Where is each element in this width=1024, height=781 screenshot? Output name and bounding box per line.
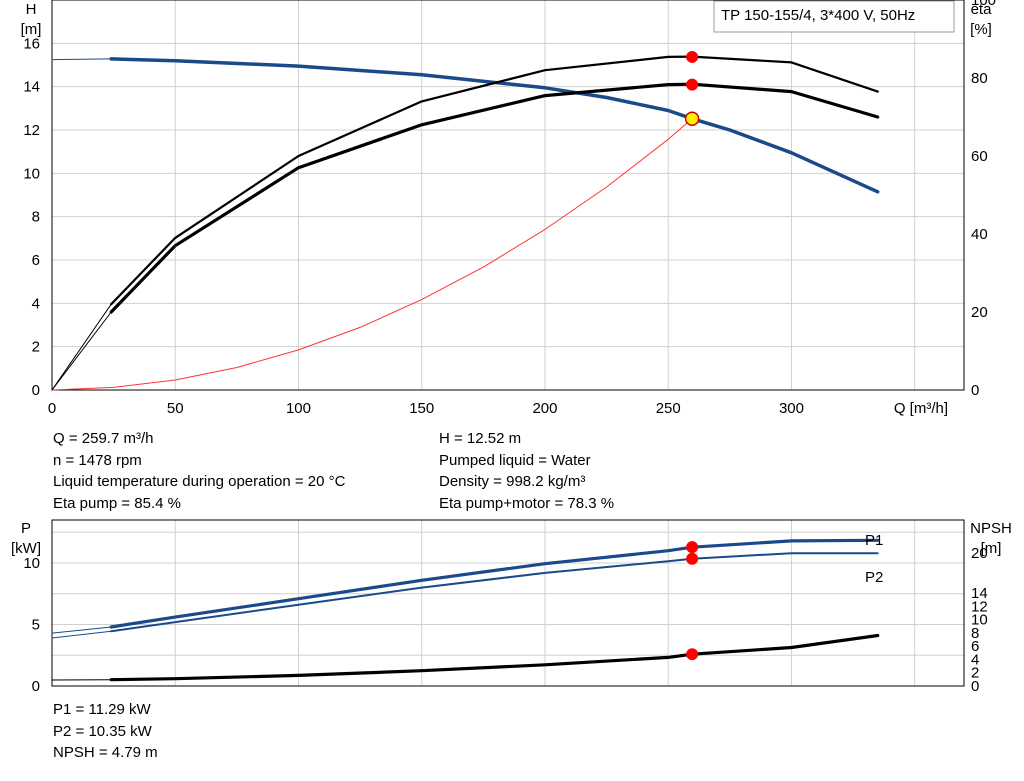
npsh-value: NPSH = 4.79 m — [53, 744, 158, 761]
duty-point-top-2 — [686, 78, 699, 91]
head-curve-extension — [51, 58, 112, 61]
y2-tick-label-npsh: 10 — [971, 612, 988, 629]
y2-axis-unit-eta: [%] — [970, 21, 992, 38]
x-tick-label: 0 — [48, 400, 56, 417]
duty-point-top-1 — [686, 50, 699, 63]
duty-point-bottom-2 — [686, 648, 699, 661]
p1-value: P1 = 11.29 kW — [53, 701, 151, 718]
y-tick-label: 12 — [23, 122, 40, 139]
y-axis-unit-power: [kW] — [11, 540, 41, 557]
y-axis-label-head: H — [26, 1, 37, 18]
density-value: Density = 998.2 kg/m³ — [439, 473, 586, 490]
p2-curve-extension — [51, 630, 112, 639]
eta-total-curve-extension — [51, 311, 112, 391]
y2-tick-label: 20 — [971, 304, 988, 321]
eta-total-curve — [109, 82, 880, 314]
y2-tick-label: 0 — [971, 382, 979, 399]
eta-pump-curve-extension — [51, 303, 112, 391]
pumped-liquid-value: Pumped liquid = Water — [439, 451, 591, 469]
x-tick-label: 200 — [532, 400, 557, 417]
x-tick-label: 100 — [286, 400, 311, 417]
y-tick-label-power: 0 — [32, 678, 40, 695]
x-tick-label: 150 — [409, 400, 434, 417]
p1-curve — [109, 538, 880, 629]
y2-tick-label: 100 — [971, 0, 996, 9]
chart-title-box — [713, 0, 955, 33]
y-tick-label: 16 — [23, 35, 40, 52]
speed-value: n = 1478 rpm — [53, 451, 142, 469]
y2-axis-unit-npsh: [m] — [981, 540, 1002, 557]
p1-curve-extension — [51, 626, 112, 634]
y2-axis-label-npsh: NPSH — [970, 520, 1012, 537]
y-axis-label-power: P — [21, 520, 31, 537]
top-plot-frame — [51, 0, 965, 391]
p2-curve — [110, 552, 879, 633]
y2-tick-label: 60 — [971, 148, 988, 165]
y2-tick-label: 80 — [971, 70, 988, 87]
eta-total-value: Eta pump+motor = 78.3 % — [439, 494, 615, 512]
duty-point-bottom-0 — [686, 541, 699, 554]
duty-point-bottom-1 — [686, 552, 699, 565]
p2-series-label: P2 — [865, 569, 883, 586]
y-tick-label: 4 — [32, 295, 40, 312]
y2-tick-label-npsh: 8 — [971, 625, 979, 642]
y-tick-label-power: 5 — [32, 617, 40, 634]
info-bottom: P1 = 11.29 kW P2 = 10.35 kW NPSH = 4.79 … — [53, 699, 158, 764]
x-tick-label: 50 — [167, 400, 184, 417]
y2-tick-label-npsh: 4 — [971, 651, 979, 668]
duty-point-top-0 — [684, 111, 700, 126]
y2-tick-label-npsh: 20 — [971, 545, 988, 562]
y2-tick-label-npsh: 2 — [971, 665, 979, 682]
y-axis-unit-head: [m] — [21, 21, 42, 38]
system-curve — [51, 118, 693, 391]
y-tick-label: 0 — [32, 382, 40, 399]
eta-pump-value: Eta pump = 85.4 % — [53, 494, 181, 512]
y2-tick-label-npsh: 14 — [971, 585, 988, 602]
y-tick-label: 10 — [23, 165, 40, 182]
p2-value: P2 = 10.35 kW — [53, 722, 152, 740]
y-tick-label: 2 — [32, 339, 40, 356]
info-right-top: H = 12.52 m Pumped liquid = Water Densit… — [439, 428, 614, 514]
x-tick-label: 300 — [779, 400, 804, 417]
p1-series-label: P1 — [865, 532, 883, 549]
y2-tick-label-npsh: 0 — [971, 678, 979, 695]
y2-tick-label: 40 — [971, 226, 988, 243]
head-curve — [109, 57, 880, 194]
bottom-plot-frame — [51, 519, 965, 687]
y2-axis-label-eta: eta — [971, 1, 993, 18]
y2-tick-label-npsh: 6 — [971, 638, 979, 655]
x-tick-label: 250 — [656, 400, 681, 417]
y-tick-label: 14 — [23, 79, 40, 96]
x-axis-label: Q [m³/h] — [894, 400, 948, 417]
info-left-top: Q = 259.7 m³/h n = 1478 rpm Liquid tempe… — [53, 428, 345, 514]
y-tick-label-power: 10 — [23, 555, 40, 572]
y-tick-label: 6 — [32, 252, 40, 269]
y-tick-label: 8 — [32, 209, 40, 226]
eta-pump-curve — [110, 55, 879, 306]
flow-rate-value: Q = 259.7 m³/h — [53, 430, 154, 447]
head-value: H = 12.52 m — [439, 430, 522, 447]
liquid-temperature-value: Liquid temperature during operation = 20… — [53, 473, 346, 490]
chart-title: TP 150-155/4, 3*400 V, 50Hz — [721, 7, 915, 24]
y2-tick-label-npsh: 12 — [971, 598, 988, 615]
npsh-curve — [109, 633, 880, 682]
